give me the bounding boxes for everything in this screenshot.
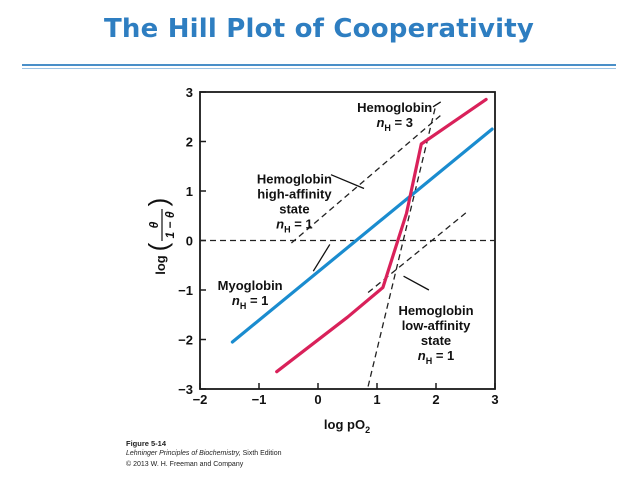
high-affinity-asymptote-line	[290, 113, 443, 244]
chart-series	[200, 97, 495, 387]
figure-number: Figure 5-14	[126, 439, 167, 448]
x-tick-label: 2	[432, 392, 439, 407]
annotation-leader	[312, 244, 331, 272]
y-tick-label: 3	[186, 85, 193, 100]
low-affinity-asymptote-line	[367, 210, 469, 294]
x-tick-label: −1	[252, 392, 267, 407]
x-axis-label-subscript: 2	[365, 425, 370, 435]
hemoglobin-line	[275, 97, 488, 374]
x-tick-label: 3	[491, 392, 498, 407]
annotation-label-low-affinity-line1: low-affinity	[402, 318, 471, 333]
y-axis-label-paren-right: )	[143, 198, 173, 207]
annotation-label-low-affinity-line3: nH = 1	[418, 348, 455, 366]
annotation-label-low-affinity-line0: Hemoglobin	[398, 303, 473, 318]
book-title: Lehninger Principles of Biochemistry,	[126, 450, 241, 457]
slide-title: The Hill Plot of Cooperativity	[103, 14, 534, 44]
y-tick-label: 1	[186, 184, 193, 199]
x-tick-label: −2	[193, 392, 208, 407]
annotation-label-high-affinity-line3: nH = 1	[276, 217, 313, 235]
y-tick-label: −2	[178, 333, 193, 348]
annotation-label-myoglobin-line1: nH = 1	[232, 293, 269, 311]
title-underline	[22, 64, 616, 66]
annotation-label-high-affinity-line1: high-affinity	[257, 187, 332, 202]
annotation-leader	[432, 101, 442, 108]
nh3-asymptote-line	[367, 104, 437, 387]
annotation-leader	[403, 275, 430, 291]
annotation-label-hemoglobin-nh3-line0: Hemoglobin	[357, 100, 432, 115]
annotation-label-myoglobin-line0: Myoglobin	[218, 278, 283, 293]
figure-source: Lehninger Principles of Biochemistry, Si…	[126, 450, 282, 457]
y-tick-label: 0	[186, 234, 193, 249]
y-axis-label-log: log	[153, 255, 168, 275]
axis-ticks	[199, 91, 496, 390]
title-underline-thin	[22, 68, 616, 69]
y-axis-label-numerator: θ	[147, 221, 161, 228]
book-edition: Sixth Edition	[240, 450, 282, 457]
myoglobin-line	[230, 127, 494, 344]
annotation-leader	[330, 174, 365, 190]
x-tick-label: 1	[373, 392, 380, 407]
x-tick-label: 0	[314, 392, 321, 407]
annotation-label-hemoglobin-nh3-line1: nH = 3	[376, 115, 413, 133]
x-axis-label: log pO2	[324, 417, 370, 435]
annotation-label-high-affinity-line2: state	[279, 202, 309, 217]
y-tick-label: 2	[186, 135, 193, 150]
annotation-label-low-affinity-line2: state	[421, 333, 451, 348]
y-axis-label-paren-left: (	[143, 242, 173, 251]
y-axis-label: log ( θ 1 − θ )	[143, 198, 177, 275]
y-tick-label: −1	[178, 283, 193, 298]
figure-copyright: © 2013 W. H. Freeman and Company	[126, 461, 244, 468]
annotation-label-high-affinity-line0: Hemoglobin	[257, 172, 332, 187]
y-axis-label-denominator: 1 − θ	[163, 211, 177, 238]
y-tick-label: −3	[178, 382, 193, 397]
